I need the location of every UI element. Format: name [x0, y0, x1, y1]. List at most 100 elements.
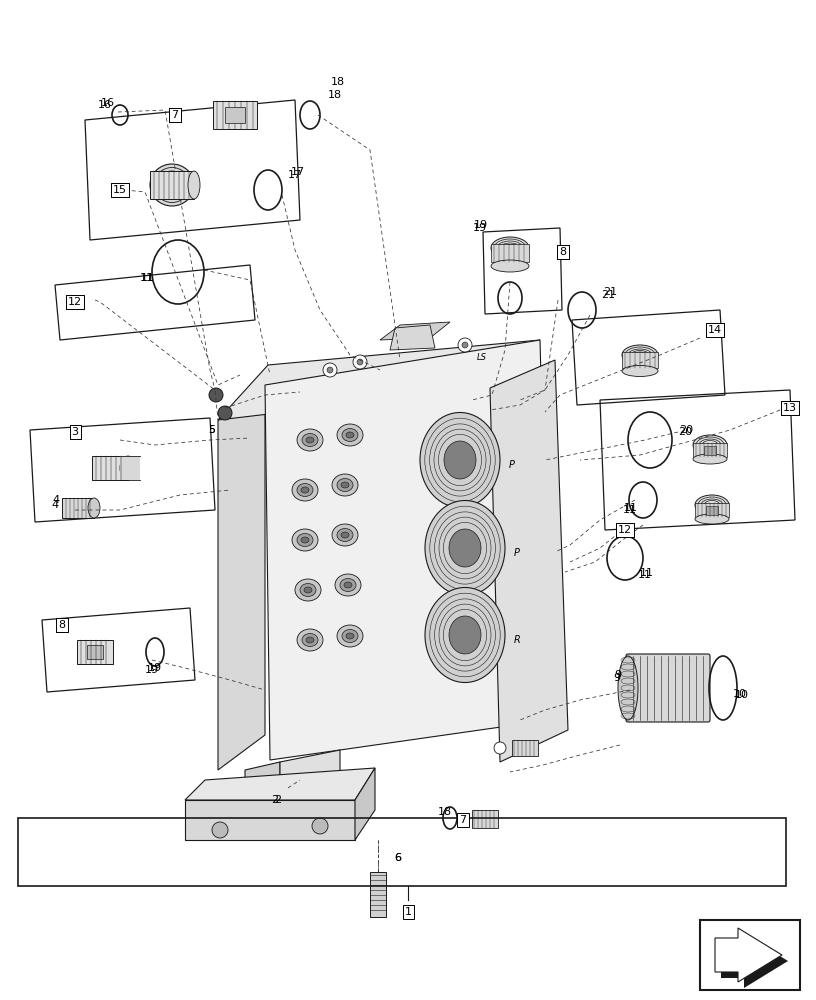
Ellipse shape: [622, 365, 658, 376]
Ellipse shape: [302, 634, 318, 647]
Ellipse shape: [337, 625, 363, 647]
Text: 8: 8: [59, 620, 65, 630]
Ellipse shape: [292, 479, 318, 501]
Ellipse shape: [444, 441, 476, 479]
Circle shape: [458, 338, 472, 352]
Polygon shape: [715, 928, 782, 982]
Text: 11: 11: [623, 505, 637, 515]
Polygon shape: [355, 768, 375, 840]
Text: 11: 11: [141, 273, 155, 283]
Ellipse shape: [340, 578, 356, 591]
Ellipse shape: [292, 529, 318, 551]
Ellipse shape: [88, 498, 100, 518]
Ellipse shape: [346, 432, 354, 438]
Polygon shape: [721, 934, 788, 988]
Circle shape: [312, 818, 328, 834]
Text: 16: 16: [101, 98, 115, 108]
Ellipse shape: [346, 633, 354, 639]
Text: 17: 17: [288, 170, 302, 180]
Ellipse shape: [344, 582, 352, 588]
Bar: [150, 171, 194, 199]
Text: 4: 4: [52, 495, 60, 505]
Text: 19: 19: [474, 220, 488, 230]
Ellipse shape: [188, 171, 200, 199]
Ellipse shape: [332, 524, 358, 546]
Ellipse shape: [120, 456, 136, 480]
Polygon shape: [245, 762, 280, 805]
Polygon shape: [185, 800, 355, 840]
Text: 11: 11: [640, 568, 654, 578]
Polygon shape: [185, 768, 375, 800]
Text: P: P: [514, 548, 520, 558]
Text: 6: 6: [394, 853, 401, 863]
Polygon shape: [265, 340, 550, 760]
Text: 19: 19: [473, 223, 487, 233]
Ellipse shape: [300, 584, 316, 596]
Bar: [18, 818, 786, 886]
Ellipse shape: [337, 528, 353, 542]
Text: 19: 19: [145, 665, 159, 675]
FancyBboxPatch shape: [626, 654, 710, 722]
Bar: [225, 107, 245, 123]
Circle shape: [212, 822, 228, 838]
Text: 6: 6: [394, 853, 401, 863]
Ellipse shape: [297, 534, 313, 546]
Ellipse shape: [342, 630, 358, 643]
Text: 10: 10: [733, 689, 747, 699]
Ellipse shape: [337, 479, 353, 491]
Text: 18: 18: [331, 77, 345, 87]
Circle shape: [357, 359, 363, 365]
Text: 15: 15: [113, 185, 127, 195]
Text: 18: 18: [438, 807, 452, 817]
Bar: [512, 740, 538, 756]
Text: 18: 18: [328, 90, 342, 100]
Text: 14: 14: [708, 325, 722, 335]
Text: 7: 7: [171, 110, 179, 120]
Polygon shape: [390, 325, 435, 350]
Text: 3: 3: [72, 427, 78, 437]
Ellipse shape: [341, 532, 349, 538]
Ellipse shape: [342, 428, 358, 442]
Ellipse shape: [335, 574, 361, 596]
Ellipse shape: [449, 529, 481, 567]
Bar: [92, 456, 128, 480]
Bar: [700, 920, 800, 990]
Text: 8: 8: [59, 620, 65, 630]
Ellipse shape: [297, 484, 313, 496]
Text: 12: 12: [68, 297, 82, 307]
Text: 20: 20: [679, 425, 693, 435]
Ellipse shape: [306, 637, 314, 643]
Ellipse shape: [297, 629, 323, 651]
Polygon shape: [490, 360, 568, 762]
Text: 10: 10: [735, 690, 749, 700]
Bar: [695, 503, 729, 517]
Ellipse shape: [425, 587, 505, 682]
Circle shape: [494, 742, 506, 754]
Text: 20: 20: [678, 427, 692, 437]
Text: 13: 13: [783, 403, 797, 413]
Bar: [213, 101, 257, 129]
Text: 11: 11: [624, 503, 638, 513]
Polygon shape: [218, 340, 540, 420]
Circle shape: [462, 342, 468, 348]
Ellipse shape: [491, 260, 529, 272]
Text: 21: 21: [601, 290, 615, 300]
Bar: [62, 498, 94, 518]
Text: 12: 12: [618, 525, 632, 535]
Bar: [693, 443, 727, 457]
Text: 17: 17: [291, 167, 305, 177]
Text: 11: 11: [638, 570, 652, 580]
Text: 15: 15: [113, 185, 127, 195]
Ellipse shape: [150, 164, 194, 206]
Bar: [472, 810, 498, 828]
Text: 5: 5: [209, 425, 215, 435]
Text: 14: 14: [708, 325, 722, 335]
Bar: [704, 446, 716, 455]
Text: 13: 13: [783, 403, 797, 413]
Ellipse shape: [425, 500, 505, 595]
Bar: [491, 244, 529, 262]
Text: 2: 2: [272, 795, 278, 805]
Text: P: P: [509, 460, 515, 470]
Polygon shape: [280, 750, 340, 800]
Text: 21: 21: [603, 287, 617, 297]
